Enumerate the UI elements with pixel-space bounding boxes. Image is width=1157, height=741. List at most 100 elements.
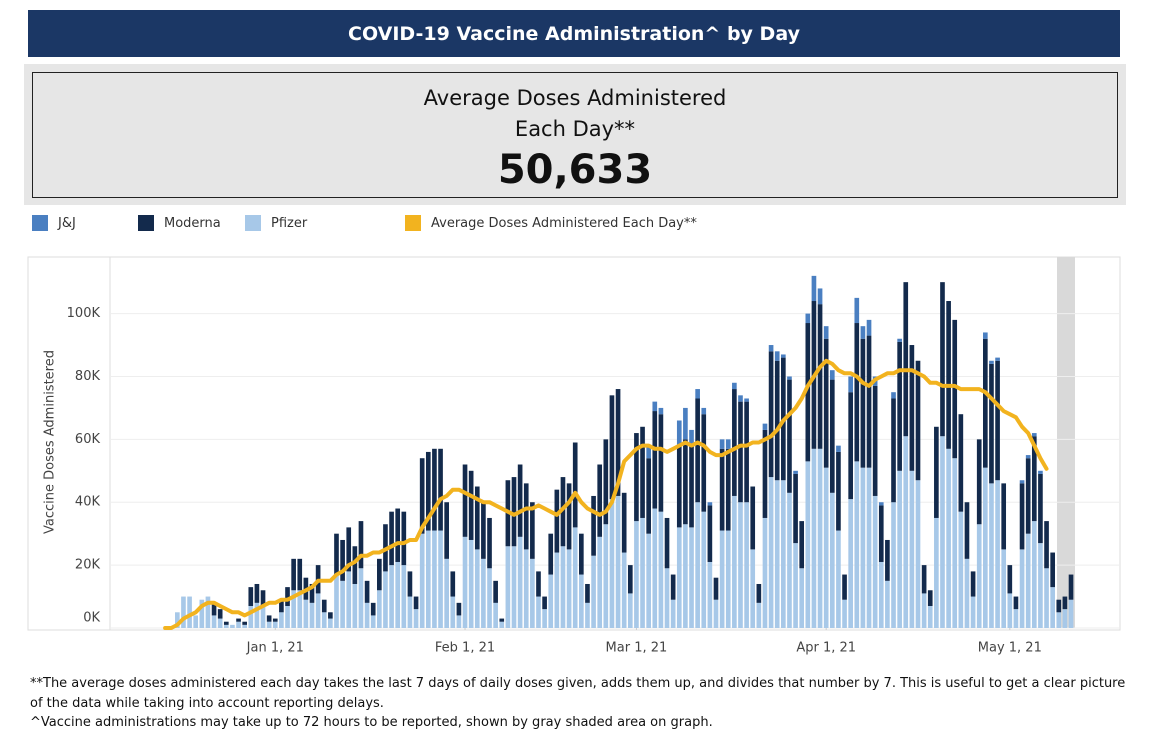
bar-segment bbox=[701, 407, 707, 415]
bar-segment bbox=[652, 401, 658, 412]
bar-segment bbox=[872, 495, 878, 628]
bar-segment bbox=[205, 596, 211, 628]
bar-segment bbox=[866, 335, 872, 468]
bar-segment bbox=[664, 517, 670, 569]
bar-segment bbox=[738, 401, 743, 503]
bar-segment bbox=[272, 621, 278, 628]
bar-segment bbox=[744, 398, 749, 402]
bar-segment bbox=[499, 621, 505, 628]
bar-segment bbox=[425, 530, 431, 628]
bar-segment bbox=[646, 445, 651, 459]
bar-segment bbox=[321, 599, 327, 613]
bar-segment bbox=[609, 395, 615, 500]
bar-segment bbox=[352, 583, 358, 628]
bar-segment bbox=[285, 605, 290, 628]
bar-segment bbox=[450, 596, 456, 628]
bar-segment bbox=[707, 561, 713, 628]
bar-segment bbox=[823, 338, 829, 468]
bar-segment bbox=[334, 533, 339, 575]
bar-segment bbox=[934, 517, 939, 628]
bar-segment bbox=[260, 590, 266, 606]
bar-segment bbox=[1062, 596, 1068, 610]
bar-segment bbox=[829, 492, 835, 628]
legend-label: Average Doses Administered Each Day** bbox=[431, 215, 697, 231]
bar-segment bbox=[230, 624, 235, 628]
bar-segment bbox=[848, 376, 853, 393]
bar-segment bbox=[609, 499, 615, 628]
bar-segment bbox=[848, 499, 853, 628]
bar-segment bbox=[328, 618, 333, 628]
bar-segment bbox=[897, 341, 902, 471]
bar-segment bbox=[713, 577, 719, 600]
bar-segment bbox=[432, 530, 437, 628]
bar-segment bbox=[260, 605, 266, 628]
bar-segment bbox=[377, 558, 382, 591]
bar-segment bbox=[964, 558, 970, 628]
bar-segment bbox=[689, 429, 694, 446]
bar-segment bbox=[279, 599, 284, 613]
legend-swatch bbox=[245, 215, 261, 231]
bar-segment bbox=[897, 338, 902, 342]
bar-segment bbox=[572, 442, 578, 528]
bar-segment bbox=[517, 464, 523, 537]
bar-segment bbox=[640, 517, 645, 628]
bar-segment bbox=[217, 609, 223, 619]
bar-segment bbox=[995, 360, 1000, 481]
bar-segment bbox=[383, 571, 388, 628]
bar-segment bbox=[481, 558, 486, 628]
legend-item: Moderna bbox=[138, 215, 221, 231]
y-tick-label: 0K bbox=[83, 611, 100, 626]
bar-segment bbox=[829, 370, 835, 380]
bar-segment bbox=[554, 552, 560, 628]
bar-segment bbox=[572, 527, 578, 628]
bar-segment bbox=[211, 615, 217, 628]
bar-segment bbox=[530, 502, 535, 559]
bar-segment bbox=[683, 524, 688, 628]
bar-segment bbox=[860, 467, 866, 628]
legend-label: Moderna bbox=[164, 215, 221, 231]
bar-segment bbox=[995, 357, 1000, 361]
bar-segment bbox=[646, 458, 651, 534]
bar-segment bbox=[548, 533, 554, 575]
bar-segment bbox=[352, 546, 358, 584]
bar-segment bbox=[566, 483, 572, 550]
bar-segment bbox=[676, 527, 682, 628]
bar-segment bbox=[328, 612, 333, 619]
bar-segment bbox=[621, 552, 627, 628]
bar-segment bbox=[854, 323, 860, 462]
bar-segment bbox=[389, 511, 394, 566]
bar-segment bbox=[523, 549, 529, 628]
bar-segment bbox=[413, 609, 419, 628]
bar-segment bbox=[732, 382, 737, 390]
bar-segment bbox=[860, 326, 866, 339]
bar-segment bbox=[995, 480, 1000, 628]
bar-segment bbox=[762, 423, 768, 430]
bar-segment bbox=[695, 502, 700, 628]
bar-segment bbox=[291, 558, 296, 591]
bar-segment bbox=[291, 590, 296, 628]
bar-segment bbox=[756, 602, 762, 628]
y-tick-label: 40K bbox=[75, 495, 101, 510]
bar-segment bbox=[823, 467, 829, 628]
bar-segment bbox=[744, 401, 749, 503]
bar-segment bbox=[989, 363, 994, 484]
bar-segment bbox=[254, 583, 260, 603]
bar-segment bbox=[701, 414, 707, 512]
bar-segment bbox=[591, 555, 596, 628]
bar-segment bbox=[474, 549, 480, 628]
bar-segment bbox=[695, 398, 700, 503]
footnote: ^Vaccine administrations may take up to … bbox=[30, 715, 713, 730]
bar-segment bbox=[781, 480, 786, 628]
bar-segment bbox=[885, 580, 890, 628]
bar-segment bbox=[560, 477, 566, 547]
bar-segment bbox=[309, 602, 315, 628]
bar-segment bbox=[817, 448, 823, 628]
bar-segment bbox=[872, 385, 878, 496]
bar-segment bbox=[627, 565, 633, 594]
bar-segment bbox=[1031, 433, 1037, 437]
bar-segment bbox=[1056, 612, 1062, 628]
legend-item: Average Doses Administered Each Day** bbox=[405, 215, 697, 231]
bar-segment bbox=[536, 571, 541, 597]
bar-segment bbox=[940, 436, 945, 628]
x-tick-label: Mar 1, 21 bbox=[606, 641, 668, 656]
